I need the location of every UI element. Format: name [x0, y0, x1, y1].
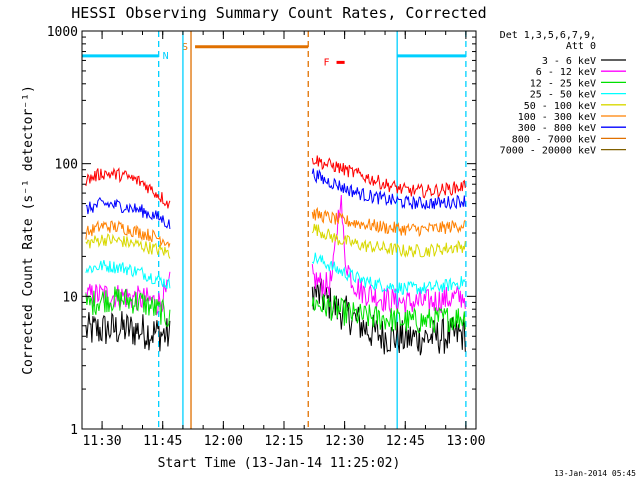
series-line	[85, 196, 171, 230]
annotation-label: N	[163, 51, 169, 62]
series-line	[85, 286, 171, 327]
x-axis-label: Start Time (13-Jan-14 11:25:02)	[158, 456, 401, 471]
series-line	[311, 252, 466, 295]
series-line	[311, 223, 466, 259]
legend-label: 3 - 6 keV	[542, 56, 596, 67]
series-line	[85, 259, 171, 289]
legend-label: 12 - 25 keV	[530, 78, 596, 89]
series-line	[311, 155, 466, 199]
annotation-label: S	[182, 42, 188, 53]
plot-frame	[81, 30, 477, 430]
x-tick-label: 12:30	[325, 434, 364, 449]
legend-label: 300 - 800 keV	[518, 123, 596, 134]
legend-header: Det 1,3,5,6,7,9,	[500, 30, 596, 41]
legend-label: 50 - 100 keV	[524, 101, 596, 112]
series-line	[85, 311, 171, 352]
annotation-label: F	[324, 57, 330, 68]
legend-label: 100 - 300 keV	[518, 112, 596, 123]
x-tick-label: 11:30	[83, 434, 122, 449]
legend-label: 6 - 12 keV	[536, 67, 596, 78]
y-tick-label: 100	[55, 158, 78, 173]
series-line	[85, 167, 171, 209]
series-line	[85, 219, 171, 249]
y-axis-label: Corrected Count Rate (s⁻¹ detector⁻¹)	[21, 85, 36, 375]
legend-label: 800 - 7000 keV	[512, 134, 596, 145]
x-tick-label: 12:15	[264, 434, 303, 449]
series-layer	[81, 155, 470, 430]
y-tick-label: 10	[62, 290, 78, 305]
x-tick-label: 13:00	[446, 434, 485, 449]
x-tick-label: 12:00	[204, 434, 243, 449]
x-tick-label: 12:45	[386, 434, 425, 449]
y-tick-label: 1	[70, 423, 78, 438]
annotation-layer: N S F	[81, 31, 467, 429]
legend-header: Att 0	[566, 41, 596, 52]
series-line	[85, 233, 171, 259]
axis-layer: 11:30 11:45 12:00 12:15 12:30 12:45 13:00 1 10 10…	[47, 25, 486, 449]
legend-label: 7000 - 20000 keV	[500, 146, 596, 157]
y-tick-label: 1000	[47, 25, 78, 40]
series-line	[311, 206, 466, 238]
x-tick-label: 11:45	[143, 434, 182, 449]
footer-timestamp: 13-Jan-2014 05:45	[554, 469, 636, 478]
series-line	[311, 168, 466, 210]
chart-title: HESSI Observing Summary Count Rates, Cor…	[71, 4, 486, 22]
legend-label: 25 - 50 keV	[530, 90, 596, 101]
series-line	[311, 293, 466, 333]
